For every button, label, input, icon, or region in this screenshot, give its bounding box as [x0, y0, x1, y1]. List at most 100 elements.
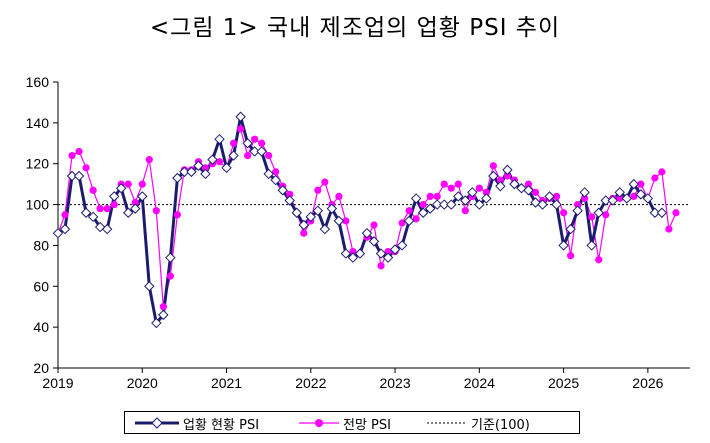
current-point	[628, 178, 640, 190]
outlook-point	[96, 205, 104, 213]
current-point	[123, 207, 134, 218]
outlook-point	[398, 219, 406, 227]
current-point	[656, 207, 668, 218]
chart-title: <그림 1> 국내 제조업의 업황 PSI 추이	[149, 15, 561, 41]
current-point	[649, 207, 661, 218]
current-point	[326, 203, 338, 214]
current-point	[424, 203, 436, 214]
current-point	[165, 252, 176, 263]
current-point	[80, 207, 92, 218]
outlook-point	[110, 200, 118, 209]
current-point	[319, 223, 331, 235]
current-point	[600, 195, 611, 206]
outlook-point	[300, 229, 308, 237]
current-point	[523, 185, 534, 196]
outlook-point	[595, 256, 603, 264]
legend-item-outlook: 전망 PSI	[297, 414, 391, 433]
outlook-point	[286, 190, 294, 198]
x-axis-ticks: 2019 2020 2021 2022 2023 2024 2025 2026	[42, 368, 664, 391]
current-point	[431, 199, 443, 210]
x-tick-label: 2026	[632, 375, 663, 391]
current-point	[263, 168, 274, 180]
current-point	[235, 111, 246, 122]
line-chart: 20 40 60 80 100 120 140 160 2019 2020 2021 2022 202…	[26, 74, 690, 391]
current-point	[621, 193, 633, 204]
current-point	[270, 174, 281, 186]
outlook-point	[560, 209, 568, 217]
outlook-point	[616, 194, 624, 203]
current-point	[137, 191, 148, 202]
current-point	[151, 317, 162, 329]
current-point	[87, 211, 99, 223]
current-point	[417, 207, 429, 218]
outlook-point	[524, 180, 533, 188]
outlook-point	[440, 180, 448, 188]
outlook-point	[258, 139, 266, 147]
legend-swatch-outlook	[299, 419, 339, 427]
current-point	[108, 191, 120, 202]
outlook-point	[567, 252, 575, 260]
current-point	[361, 227, 373, 239]
outlook-point	[124, 180, 132, 188]
outlook-point	[658, 168, 666, 176]
current-point	[207, 154, 218, 165]
legend-label-outlook: 전망 PSI	[343, 417, 391, 433]
outlook-point	[152, 207, 160, 215]
current-point	[73, 170, 85, 182]
current-point	[495, 180, 506, 192]
outlook-point	[251, 135, 259, 143]
legend-swatch-baseline	[427, 422, 467, 424]
current-point	[59, 223, 71, 235]
outlook-point	[145, 156, 153, 164]
current-point	[572, 205, 583, 216]
outlook-point	[454, 180, 462, 188]
outlook-point	[581, 194, 589, 203]
current-point	[186, 166, 197, 178]
current-point	[375, 248, 387, 259]
outlook-point	[405, 207, 413, 215]
current-point	[382, 252, 394, 263]
outlook-point	[173, 211, 181, 219]
current-point	[467, 187, 478, 198]
series-line-current	[57, 115, 662, 325]
current-point	[537, 199, 548, 210]
current-point	[502, 164, 513, 176]
x-tick-label: 2021	[211, 375, 242, 391]
outlook-point	[342, 217, 350, 225]
outlook-point	[138, 180, 146, 188]
legend-item-baseline: 기준(100)	[425, 414, 530, 433]
current-point	[193, 160, 204, 171]
outlook-point	[236, 125, 245, 133]
y-tick-label: 140	[26, 115, 50, 131]
current-point	[52, 227, 64, 239]
outlook-point	[496, 176, 504, 184]
outlook-point	[630, 192, 638, 200]
outlook-point	[265, 151, 273, 160]
outlook-point	[166, 272, 174, 280]
outlook-point	[377, 262, 385, 270]
legend-label-current: 업황 현황 PSI	[183, 417, 260, 433]
current-point	[158, 309, 169, 321]
current-point	[410, 193, 422, 204]
x-tick-label: 2025	[548, 375, 579, 391]
outlook-point	[637, 180, 645, 188]
current-point	[228, 150, 239, 161]
y-tick-label: 60	[33, 278, 49, 294]
outlook-point	[272, 168, 280, 176]
outlook-point	[89, 186, 97, 194]
x-tick-label: 2023	[379, 375, 410, 391]
current-point	[474, 199, 485, 210]
current-point	[312, 205, 324, 216]
outlook-point	[314, 186, 322, 194]
y-axis-ticks: 20 40 60 80 100 120 140 160	[26, 74, 58, 376]
outlook-point	[68, 151, 76, 160]
outlook-point	[370, 221, 378, 229]
outlook-point	[75, 147, 83, 156]
current-point	[635, 189, 647, 200]
current-point	[291, 207, 302, 218]
current-point	[284, 195, 295, 206]
series-markers	[52, 111, 680, 329]
outlook-point	[531, 188, 540, 196]
current-point	[453, 191, 464, 202]
outlook-point	[61, 211, 69, 219]
